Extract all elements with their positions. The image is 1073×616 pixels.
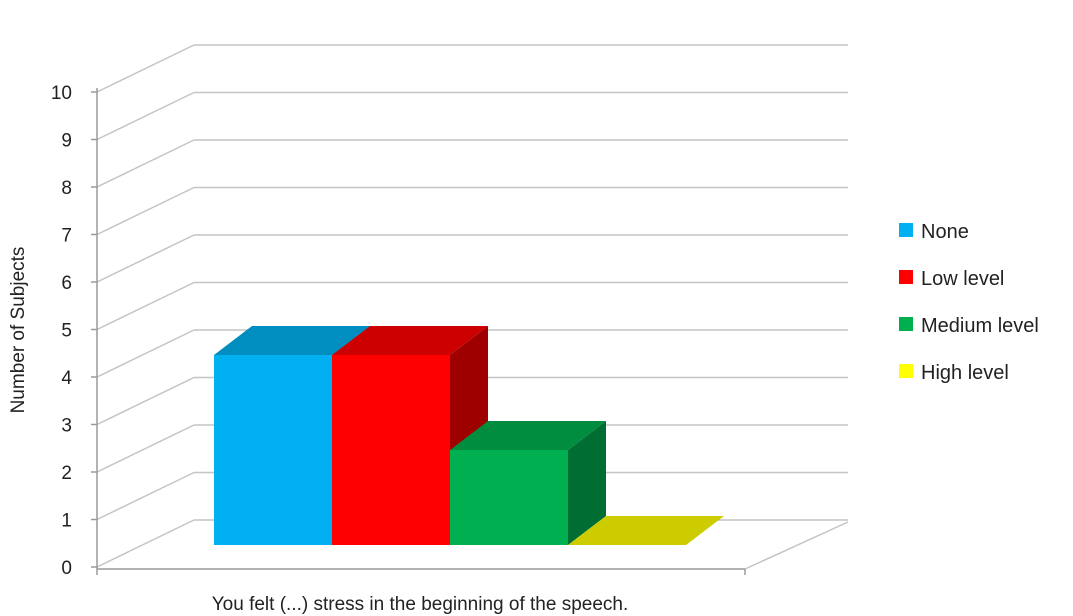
gridline-side: [96, 376, 195, 426]
legend-label: None: [921, 221, 969, 243]
floor-edge: [744, 521, 849, 570]
y-tick-label: 2: [61, 463, 72, 484]
y-tick-label: 0: [61, 558, 72, 579]
bar-top: [568, 516, 724, 545]
gridline-side: [96, 234, 195, 283]
bar-top: [332, 326, 488, 355]
legend-item: Medium level: [899, 315, 1039, 337]
gridline-side: [96, 329, 195, 378]
gridline-side: [96, 139, 195, 188]
axes: [91, 88, 746, 575]
legend-label: High level: [921, 362, 1009, 384]
y-tick-labels: 0 1 2 3 4 5 6 7 8 9 10: [51, 83, 73, 579]
bars: [214, 326, 724, 545]
legend-item: None: [899, 221, 969, 243]
bar-front: [450, 450, 568, 545]
y-tick-label: 7: [61, 226, 72, 247]
bar-side: [568, 421, 606, 545]
gridline-side: [96, 471, 195, 521]
bar-front: [214, 355, 332, 545]
legend-item: High level: [899, 362, 1009, 384]
x-axis-title: You felt (...) stress in the beginning o…: [212, 594, 629, 615]
gridline-side: [96, 424, 195, 473]
y-tick-label: 6: [61, 273, 72, 294]
bar-high-level: [568, 516, 724, 545]
y-tick-label: 3: [61, 416, 72, 437]
legend-label: Low level: [921, 268, 1004, 290]
y-axis-title: Number of Subjects: [8, 247, 29, 414]
legend-label: Medium level: [921, 315, 1039, 337]
legend-item: Low level: [899, 268, 1004, 290]
y-tick-label: 10: [51, 83, 72, 104]
y-tick-label: 8: [61, 178, 72, 199]
legend-swatch: [899, 223, 913, 237]
y-tick-label: 4: [61, 368, 72, 389]
legend-swatch: [899, 270, 913, 284]
bar-medium-level: [450, 421, 606, 545]
gridline-side: [96, 91, 195, 141]
bar-front: [332, 355, 450, 545]
legend-swatch: [899, 364, 913, 378]
gridline-side: [96, 44, 195, 93]
bar-top: [214, 326, 370, 355]
bar-top: [450, 421, 606, 450]
y-tick-label: 1: [61, 511, 72, 532]
legend: None Low level Medium level High level: [899, 221, 1039, 384]
legend-swatch: [899, 317, 913, 331]
gridline-side: [96, 281, 195, 331]
y-tick-label: 9: [61, 131, 72, 152]
y-tick-label: 5: [61, 321, 72, 342]
gridline-side: [96, 186, 195, 236]
gridline-side: [96, 519, 195, 568]
